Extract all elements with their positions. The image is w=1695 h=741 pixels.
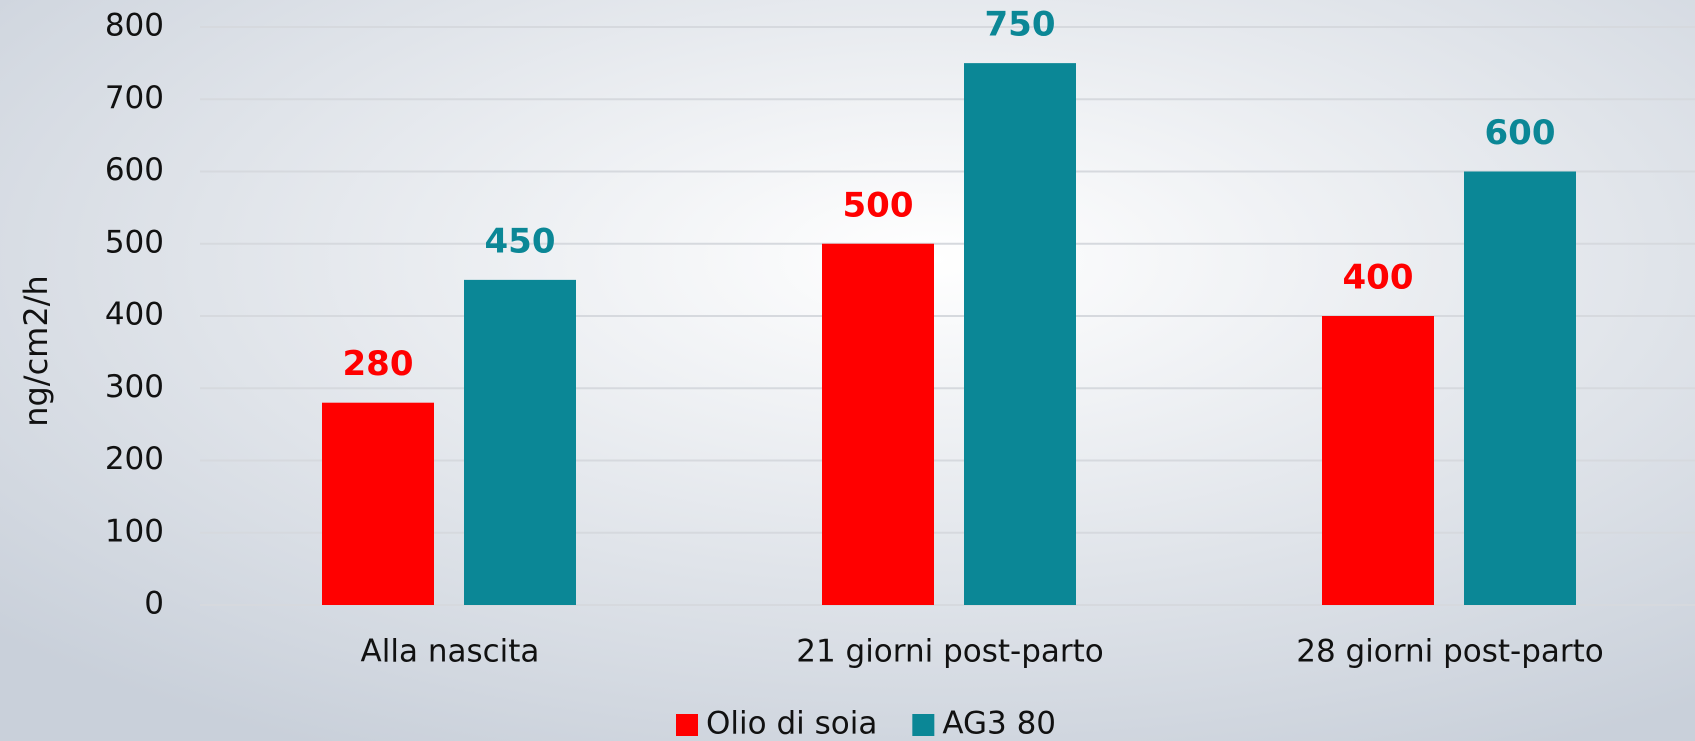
value-label: 450: [485, 221, 556, 261]
value-label: 600: [1485, 113, 1556, 153]
value-label: 750: [985, 5, 1056, 45]
y-tick-label: 200: [105, 441, 164, 477]
y-tick-label: 300: [105, 369, 164, 405]
x-tick-label: Alla nascita: [361, 634, 540, 670]
bar: [1322, 316, 1434, 605]
y-axis-label: ng/cm2/h: [17, 275, 55, 427]
bar: [464, 279, 576, 605]
value-label: 500: [843, 185, 914, 225]
y-tick-label: 800: [105, 8, 164, 44]
bar: [822, 243, 934, 605]
bar: [322, 402, 434, 605]
legend-label: AG3 80: [942, 706, 1056, 741]
y-tick-label: 0: [144, 586, 164, 622]
y-tick-label: 400: [105, 297, 164, 333]
y-tick-label: 700: [105, 80, 164, 116]
y-tick-label: 500: [105, 224, 164, 260]
legend-swatch: [912, 714, 935, 736]
y-tick-label: 600: [105, 152, 164, 188]
bar: [964, 63, 1076, 605]
bar: [1464, 171, 1576, 605]
x-tick-label: 21 giorni post-parto: [796, 634, 1104, 670]
x-tick-label: 28 giorni post-parto: [1296, 634, 1604, 670]
legend-label: Olio di soia: [706, 706, 877, 741]
legend-swatch: [676, 714, 698, 736]
value-label: 280: [343, 344, 414, 384]
value-label: 400: [1343, 258, 1414, 298]
y-tick-label: 100: [105, 513, 164, 549]
